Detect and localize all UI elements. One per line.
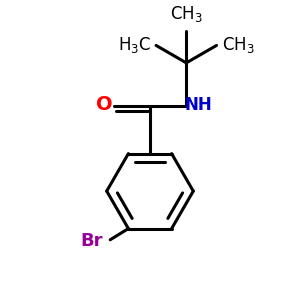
- Text: Br: Br: [81, 232, 103, 250]
- Text: CH$_3$: CH$_3$: [222, 35, 254, 56]
- Text: NH: NH: [184, 96, 212, 114]
- Text: H$_3$C: H$_3$C: [118, 35, 151, 56]
- Text: O: O: [97, 95, 113, 114]
- Text: CH$_3$: CH$_3$: [170, 4, 203, 24]
